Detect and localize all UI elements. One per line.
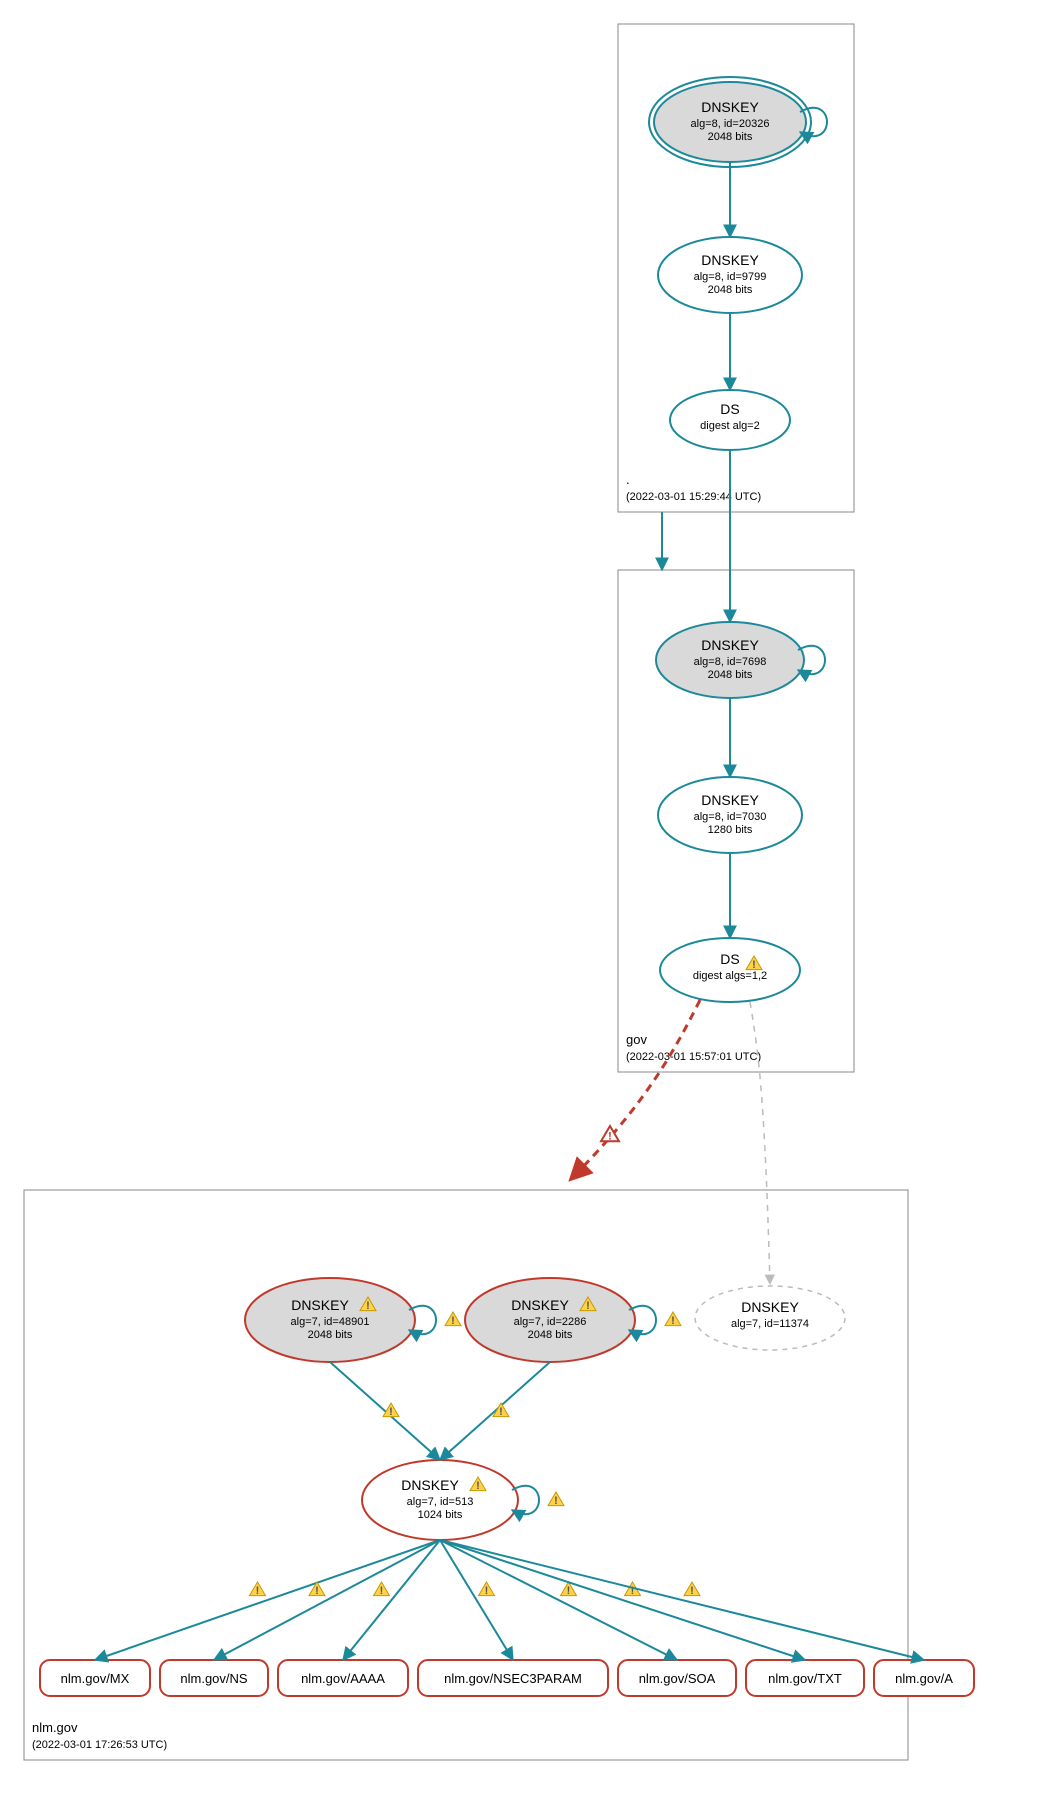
svg-text:alg=8, id=7030: alg=8, id=7030 [694,811,767,823]
svg-text:DNSKEY: DNSKEY [741,1299,799,1315]
svg-text:2048 bits: 2048 bits [708,131,753,143]
svg-text:!: ! [567,1585,571,1597]
svg-text:digest alg=2: digest alg=2 [700,420,760,432]
svg-text:!: ! [586,1300,590,1312]
svg-text:DNSKEY: DNSKEY [401,1477,459,1493]
svg-text:(2022-03-01 15:57:01 UTC): (2022-03-01 15:57:01 UTC) [626,1051,761,1063]
svg-text:alg=7, id=11374: alg=7, id=11374 [731,1318,809,1330]
svg-text:DNSKEY: DNSKEY [701,99,759,115]
svg-text:DS: DS [720,401,739,417]
svg-text:2048 bits: 2048 bits [708,669,753,681]
svg-text:!: ! [389,1406,393,1418]
svg-text:!: ! [554,1495,558,1507]
svg-text:!: ! [451,1315,455,1327]
svg-text:nlm.gov/AAAA: nlm.gov/AAAA [301,1671,385,1686]
svg-text:!: ! [476,1480,480,1492]
svg-text:!: ! [752,959,756,971]
svg-text:nlm.gov/TXT: nlm.gov/TXT [768,1671,842,1686]
svg-text:!: ! [671,1315,675,1327]
svg-text:DNSKEY: DNSKEY [701,252,759,268]
svg-text:!: ! [690,1585,694,1597]
svg-text:nlm.gov/NSEC3PARAM: nlm.gov/NSEC3PARAM [444,1671,582,1686]
svg-text:DNSKEY: DNSKEY [701,637,759,653]
svg-text:!: ! [608,1131,612,1143]
svg-text:1280 bits: 1280 bits [708,824,753,836]
svg-text:alg=8, id=20326: alg=8, id=20326 [691,118,770,130]
svg-text:digest algs=1,2: digest algs=1,2 [693,970,767,982]
svg-text:alg=7, id=2286: alg=7, id=2286 [514,1316,587,1328]
svg-text:nlm.gov/NS: nlm.gov/NS [180,1671,248,1686]
svg-text:nlm.gov/MX: nlm.gov/MX [61,1671,130,1686]
svg-text:alg=7, id=48901: alg=7, id=48901 [291,1316,370,1328]
svg-text:!: ! [315,1585,319,1597]
svg-text:2048 bits: 2048 bits [528,1329,573,1341]
svg-text:DNSKEY: DNSKEY [701,792,759,808]
svg-text:2048 bits: 2048 bits [308,1329,353,1341]
svg-text:!: ! [485,1585,489,1597]
svg-text:DS: DS [720,951,739,967]
svg-text:DNSKEY: DNSKEY [511,1297,569,1313]
svg-text:.: . [626,472,630,487]
svg-text:gov: gov [626,1032,647,1047]
svg-text:nlm.gov/A: nlm.gov/A [895,1671,953,1686]
svg-text:alg=8, id=9799: alg=8, id=9799 [694,271,767,283]
svg-text:(2022-03-01 15:29:44 UTC): (2022-03-01 15:29:44 UTC) [626,491,761,503]
svg-text:2048 bits: 2048 bits [708,284,753,296]
svg-text:!: ! [499,1406,503,1418]
svg-text:(2022-03-01 17:26:53 UTC): (2022-03-01 17:26:53 UTC) [32,1739,167,1751]
svg-text:alg=7, id=513: alg=7, id=513 [407,1496,474,1508]
svg-text:!: ! [366,1300,370,1312]
svg-text:1024 bits: 1024 bits [418,1509,463,1521]
svg-text:nlm.gov/SOA: nlm.gov/SOA [639,1671,716,1686]
svg-text:DNSKEY: DNSKEY [291,1297,349,1313]
dnssec-diagram: . (2022-03-01 15:29:44 UTC) DNSKEY alg=8, i… [0,0,1056,1818]
svg-text:nlm.gov: nlm.gov [32,1720,78,1735]
svg-text:!: ! [256,1585,260,1597]
svg-text:!: ! [380,1585,384,1597]
svg-text:alg=8, id=7698: alg=8, id=7698 [694,656,767,668]
